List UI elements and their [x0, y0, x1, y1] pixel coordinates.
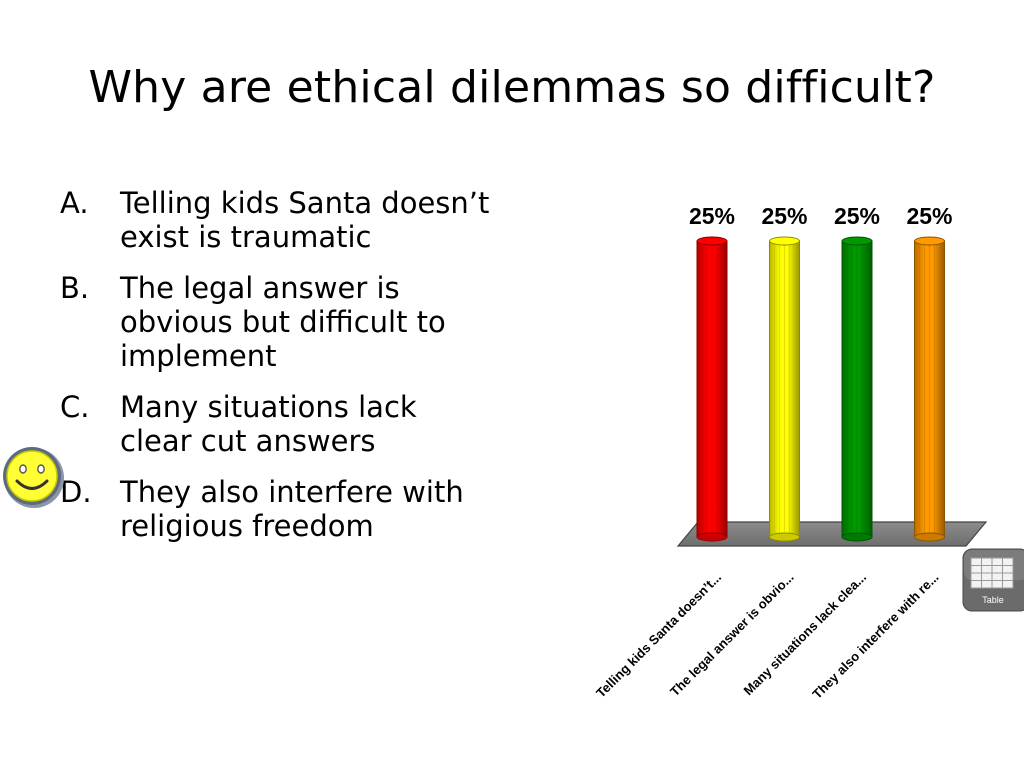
answer-choices: A. Telling kids Santa doesn’t exist is t… [60, 186, 490, 560]
category-label-1: Telling kids Santa doesn’t... [593, 570, 724, 701]
category-label-2: The legal answer is obvio... [667, 570, 797, 700]
category-label-4: They also interfere with re... [809, 570, 941, 702]
bar-4 [914, 236, 945, 542]
choice-letter: B. [60, 271, 90, 305]
choice-letter: A. [60, 186, 89, 220]
choice-text: Many situations lack clear cut answers [120, 390, 417, 458]
value-label-4: 25% [906, 203, 952, 229]
choice-text: Telling kids Santa doesn’t exist is trau… [120, 186, 490, 254]
bar-1 [696, 236, 728, 542]
choice-text: The legal answer is obvious but difficul… [120, 271, 446, 373]
bar-3 [841, 236, 873, 542]
table-view-button[interactable]: Table [962, 548, 1024, 612]
category-label-3: Many situations lack clea... [740, 570, 869, 699]
smiley-correct-answer-icon [3, 447, 64, 508]
value-label-2: 25% [761, 203, 807, 229]
bar-chart: 25% 25% 25% 25% Telling kids Santa doesn’t.… [593, 203, 988, 702]
choice-b: B. The legal answer is obvious but diffi… [60, 271, 490, 373]
category-labels: Telling kids Santa doesn’t...The legal a… [593, 570, 941, 702]
grid-table-icon [970, 557, 1014, 589]
value-labels: 25% 25% 25% 25% [689, 203, 953, 229]
bar-2 [769, 236, 800, 542]
choice-letter: C. [60, 390, 90, 424]
table-button-label: Table [982, 595, 1004, 605]
choice-d: D. They also interfere with religious fr… [60, 475, 490, 543]
choice-text: They also interfere with religious freed… [120, 475, 464, 543]
chart-floor [676, 521, 988, 547]
page-title: Why are ethical dilemmas so difficult? [88, 62, 936, 113]
value-label-3: 25% [834, 203, 880, 229]
choice-a: A. Telling kids Santa doesn’t exist is t… [60, 186, 490, 254]
bars [696, 236, 945, 542]
choice-c: C. Many situations lack clear cut answer… [60, 390, 490, 458]
value-label-1: 25% [689, 203, 735, 229]
choice-letter: D. [60, 475, 92, 509]
